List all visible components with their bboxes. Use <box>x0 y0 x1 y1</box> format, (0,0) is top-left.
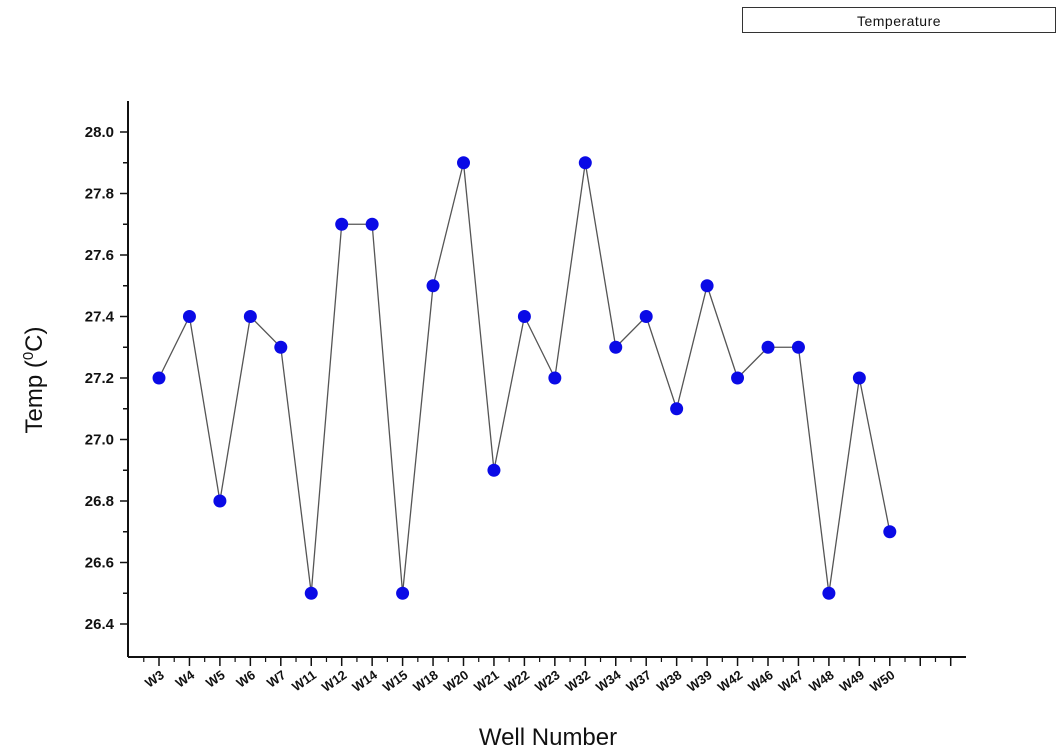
data-point <box>700 279 714 293</box>
x-tick-label: W47 <box>776 667 807 695</box>
x-tick-label: W23 <box>532 667 563 695</box>
series-line <box>158 162 891 594</box>
data-point <box>152 371 166 385</box>
x-tick-label: W37 <box>623 667 654 695</box>
data-point <box>365 217 379 231</box>
axes <box>127 101 966 658</box>
y-tick-label: 28.0 <box>85 124 114 141</box>
x-tick-label: W5 <box>203 667 228 690</box>
data-point <box>852 371 866 385</box>
y-tick-label: 26.6 <box>85 555 114 572</box>
legend-label: Temperature <box>856 13 942 29</box>
y-tick-label: 27.2 <box>85 370 114 387</box>
x-tick-label: W12 <box>319 667 350 695</box>
x-tick-label: W18 <box>410 667 441 695</box>
x-tick-label: W21 <box>471 667 502 695</box>
x-tick-label: W6 <box>233 667 258 690</box>
data-point <box>517 310 531 323</box>
series-temperature <box>152 156 897 600</box>
data-point <box>213 494 227 508</box>
x-tick-label: W49 <box>837 667 868 695</box>
y-tick-label: 27.4 <box>85 309 115 326</box>
x-tick-label: W42 <box>715 667 746 695</box>
y-axis-title: Temp (0C) <box>20 326 48 433</box>
x-tick-label: W7 <box>264 667 289 690</box>
data-point <box>487 463 501 477</box>
legend-box: Temperature <box>742 7 1056 33</box>
x-tick-label: W46 <box>745 667 776 695</box>
data-point <box>609 340 623 354</box>
data-point <box>578 156 592 170</box>
y-tick-label: 26.4 <box>85 616 115 633</box>
x-tick-label: W32 <box>563 667 594 695</box>
data-point <box>182 310 196 323</box>
x-tick-label: W22 <box>502 667 533 695</box>
data-point <box>670 402 684 416</box>
data-point <box>761 340 775 354</box>
data-point <box>335 217 349 231</box>
y-axis-title-pre: Temp ( <box>21 360 48 433</box>
x-tick-label: W4 <box>173 667 198 691</box>
data-point <box>731 371 745 385</box>
data-point <box>791 340 805 354</box>
y-tick-label: 27.6 <box>85 247 114 264</box>
data-point <box>883 525 897 539</box>
y-axis-title-post: C) <box>21 326 48 351</box>
data-point <box>243 310 257 323</box>
x-tick-label: W20 <box>441 667 472 695</box>
x-tick-label: W3 <box>142 667 167 690</box>
y-tick-label: 27.0 <box>85 432 114 449</box>
x-tick-label: W11 <box>289 667 319 694</box>
y-axis-title-sup: 0 <box>20 352 37 360</box>
x-tick-label: W48 <box>806 667 837 695</box>
x-tick-label: W50 <box>867 667 898 695</box>
y-axis-ticks: 26.4 26.6 26.8 27.0 27.2 27.4 27.6 27.8 28.0 <box>85 124 128 633</box>
data-point <box>457 156 470 170</box>
x-tick-label: W39 <box>684 667 715 695</box>
data-point <box>274 340 288 354</box>
y-tick-label: 27.8 <box>85 186 114 203</box>
data-point <box>822 586 836 600</box>
x-tick-label: W34 <box>593 667 624 695</box>
data-point <box>304 586 318 600</box>
x-tick-label: W14 <box>349 667 380 695</box>
x-tick-label: W38 <box>654 667 685 695</box>
data-point <box>548 371 562 385</box>
data-point <box>426 279 440 293</box>
x-tick-label: W15 <box>380 667 411 695</box>
data-point <box>396 586 410 600</box>
data-point <box>639 310 653 323</box>
x-axis-ticks: W3 W4 W5 W6 W7 W11 W12 W14 W15 W18 W20 W21 W22 W23 W32… <box>142 657 952 695</box>
y-tick-label: 26.8 <box>85 493 114 510</box>
x-axis-title: Well Number <box>479 724 617 751</box>
